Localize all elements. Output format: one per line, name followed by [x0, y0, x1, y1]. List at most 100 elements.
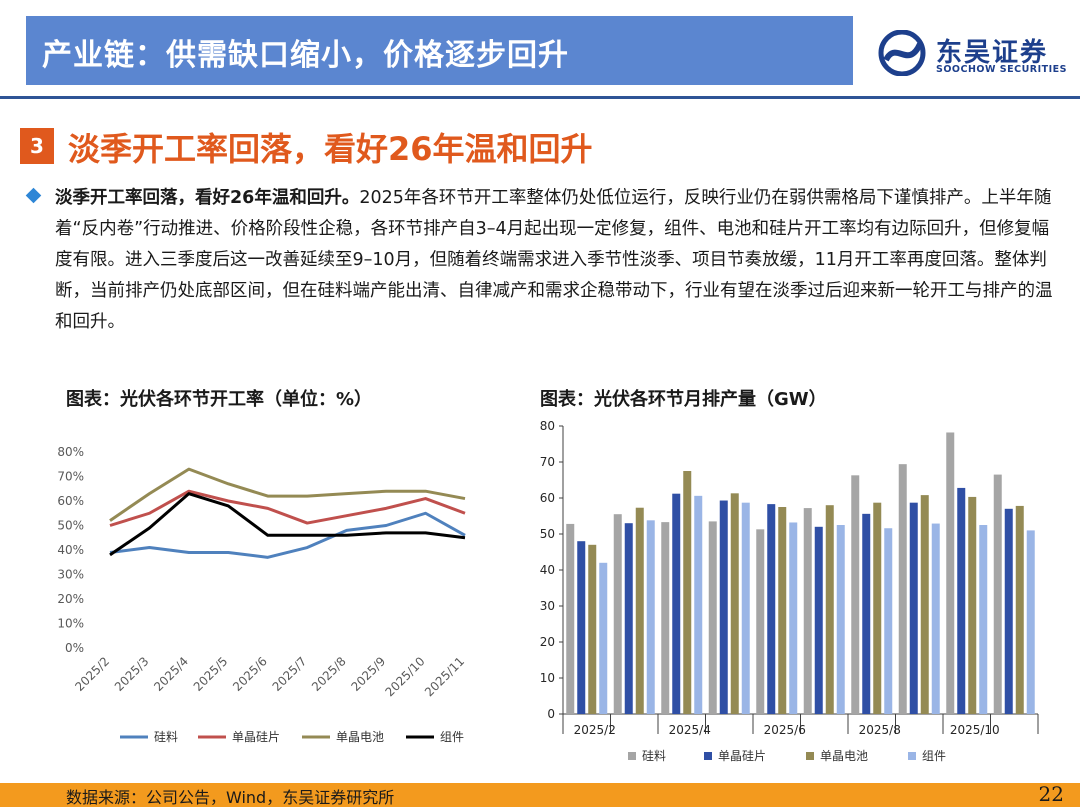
bar-单晶硅片-2025/10 [957, 487, 966, 714]
section-number: 3 [20, 128, 54, 164]
bar-单晶电池-2025/8 [873, 502, 882, 714]
y-tick-label: 50 [540, 527, 555, 541]
legend-swatch [908, 752, 916, 760]
x-tick-label: 2025/4 [151, 654, 191, 694]
line-chart-title: 图表：光伏各环节开工率（单位：%） [66, 389, 373, 410]
paragraph-lead: 淡季开工率回落，看好26年温和回升。 [55, 188, 360, 208]
y-tick-label: 10 [540, 671, 555, 685]
bar-单晶硅片-2025/2 [577, 541, 586, 714]
x-tick-label: 2025/5 [191, 654, 231, 694]
series-line-单晶硅片 [109, 489, 466, 527]
page-number: 22 [1038, 782, 1064, 806]
bar-单晶电池-2025/2 [588, 544, 597, 714]
production-bar-chart: 0 10 20 30 40 50 60 70 80 2025/2 2025/4 2025/6 2025/… [540, 419, 1039, 763]
header-divider [0, 96, 1080, 99]
bar-硅料-2025/4 [661, 522, 670, 714]
y-tick-label: 40% [57, 543, 84, 557]
bar-硅料-2025/7 [803, 508, 812, 714]
bar-单晶硅片-2025/3 [624, 523, 633, 714]
bullet-diamond-icon [25, 187, 42, 204]
y-tick-label: 20 [540, 635, 555, 649]
bar-单晶电池-2025/6 [778, 507, 787, 714]
logo-mark-icon [878, 30, 926, 76]
y-tick-label: 80% [57, 445, 84, 459]
bar-单晶硅片-2025/6 [767, 504, 776, 714]
summary-paragraph: 淡季开工率回落，看好26年温和回升。2025年各环节开工率整体仍处低位运行，反映… [55, 183, 1055, 338]
bar-硅料-2025/5 [708, 521, 717, 714]
x-tick-label: 2025/6 [764, 723, 806, 737]
footer-bar: 数据来源：公司公告，Wind，东吴证券研究所 22 [0, 782, 1080, 807]
bar-组件-2025/6 [789, 522, 798, 714]
bar-单晶电池-2025/7 [825, 505, 834, 714]
legend-swatch [628, 752, 636, 760]
series-line-组件 [109, 492, 466, 557]
header-bar: 产业链：供需缺口缩小，价格逐步回升 东吴证券 SOOCHOW SECURITIE… [0, 0, 1080, 96]
legend-label: 组件 [922, 749, 946, 763]
bar-组件-2025/7 [836, 525, 845, 714]
bar-硅料-2025/2 [566, 523, 575, 714]
x-tick-label: 2025/10 [950, 723, 1000, 737]
series-line-单晶电池 [109, 467, 466, 522]
bar-单晶硅片-2025/5 [719, 500, 728, 714]
bar-单晶硅片-2025/4 [672, 493, 681, 714]
y-tick-label: 0 [547, 707, 555, 721]
x-tick-label: 2025/8 [859, 723, 901, 737]
logo-en-text: SOOCHOW SECURITIES [936, 64, 1067, 75]
bar-硅料-2025/10 [946, 432, 955, 714]
bar-硅料-2025/9 [898, 464, 907, 714]
y-tick-label: 30 [540, 599, 555, 613]
brand-logo: 东吴证券 SOOCHOW SECURITIES [878, 30, 1068, 80]
bar-硅料-2025/8 [851, 475, 860, 714]
bar-单晶硅片-2025/9 [909, 502, 918, 714]
x-tick-label: 2025/2 [574, 723, 616, 737]
bar-组件-2025/9 [931, 523, 940, 714]
bar-单晶硅片-2025/11 [1004, 508, 1013, 714]
bar-单晶电池-2025/5 [730, 493, 739, 714]
legend-label: 硅料 [154, 730, 178, 744]
y-tick-label: 0% [65, 641, 84, 655]
section-title: 淡季开工率回落，看好26年温和回升 [68, 130, 593, 168]
x-tick-label: 2025/9 [348, 654, 388, 694]
data-source: 数据来源：公司公告，Wind，东吴证券研究所 [66, 788, 395, 807]
paragraph-body: 2025年各环节开工率整体仍处低位运行，反映行业仍在弱供需格局下谨慎排产。上半年… [55, 188, 1053, 332]
bar-chart-title: 图表：光伏各环节月排产量（GW） [540, 389, 827, 410]
y-tick-label: 10% [57, 617, 84, 631]
series-line-硅料 [109, 511, 466, 559]
y-tick-label: 70 [540, 455, 555, 469]
bar-组件-2025/5 [741, 502, 750, 714]
y-tick-label: 80 [540, 419, 555, 433]
legend-label: 硅料 [642, 749, 666, 763]
y-tick-label: 60 [540, 491, 555, 505]
x-tick-label: 2025/3 [112, 654, 152, 694]
legend-label: 单晶硅片 [718, 749, 766, 763]
title-banner: 产业链：供需缺口缩小，价格逐步回升 [26, 16, 853, 85]
bar-组件-2025/11 [1026, 530, 1035, 714]
x-tick-label: 2025/10 [383, 654, 428, 699]
y-tick-label: 30% [57, 568, 84, 582]
y-tick-label: 20% [57, 592, 84, 606]
bar-硅料-2025/11 [993, 474, 1002, 714]
bar-组件-2025/10 [979, 525, 988, 714]
page-title: 产业链：供需缺口缩小，价格逐步回升 [42, 38, 569, 73]
legend-label: 单晶电池 [820, 749, 868, 763]
y-tick-label: 40 [540, 563, 555, 577]
x-tick-label: 2025/2 [72, 654, 112, 694]
legend-label: 单晶硅片 [232, 730, 280, 744]
logo-cn-text: 东吴证券 [936, 38, 1049, 68]
bar-单晶电池-2025/4 [683, 471, 692, 714]
x-tick-label: 2025/7 [270, 654, 310, 694]
x-tick-label: 2025/11 [422, 654, 467, 699]
bar-组件-2025/3 [646, 520, 655, 714]
legend-swatch [806, 752, 814, 760]
y-tick-label: 50% [57, 519, 84, 533]
bar-组件-2025/2 [599, 562, 608, 714]
bar-组件-2025/8 [884, 528, 893, 714]
x-tick-label: 2025/4 [669, 723, 711, 737]
bar-硅料-2025/3 [613, 514, 622, 714]
x-tick-label: 2025/8 [309, 654, 349, 694]
x-tick-label: 2025/6 [230, 654, 270, 694]
bar-单晶电池-2025/10 [968, 496, 977, 714]
y-tick-label: 60% [57, 494, 84, 508]
bar-组件-2025/4 [694, 495, 703, 714]
legend-swatch [704, 752, 712, 760]
